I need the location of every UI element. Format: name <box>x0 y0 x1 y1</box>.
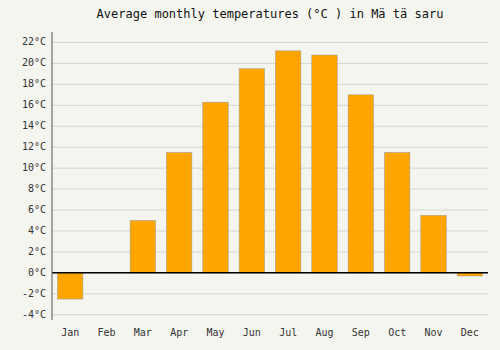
grid-line <box>52 126 488 127</box>
bar <box>421 215 446 273</box>
grid-line <box>52 293 488 294</box>
y-tick-label: 16°C <box>22 99 46 110</box>
bar <box>57 273 82 299</box>
x-tick-label: Sep <box>352 327 370 338</box>
grid-line <box>52 42 488 43</box>
chart-container: -4°C -2°C 0°C 2°C 4°C 6°C 8°C 10°C 12°C 14°C 16°C 1… <box>0 0 500 350</box>
grid <box>52 42 488 314</box>
title: Average monthly temperatures (°C ) in Mä… <box>97 7 444 21</box>
y-axis-line <box>52 32 53 320</box>
y-tick-label: 2°C <box>28 246 46 257</box>
x-tick-label: Mar <box>134 327 152 338</box>
y-axis-ticks: -4°C -2°C 0°C 2°C 4°C 6°C 8°C 10°C 12°C 14°C 16°C 1… <box>22 36 46 319</box>
bar <box>348 95 373 273</box>
bar <box>130 221 155 273</box>
y-tick-label: 0°C <box>28 267 46 278</box>
x-tick-label: Feb <box>97 327 115 338</box>
grid-line <box>52 84 488 85</box>
bar <box>312 55 337 273</box>
y-tick-label: 18°C <box>22 78 46 89</box>
grid-line <box>52 189 488 190</box>
background <box>0 0 500 350</box>
x-tick-label: May <box>206 327 224 338</box>
y-tick-label: -2°C <box>22 288 46 299</box>
x-tick-label: Jan <box>61 327 79 338</box>
grid-line <box>52 147 488 148</box>
x-tick-label: Nov <box>424 327 442 338</box>
bar <box>239 69 264 273</box>
x-tick-label: Dec <box>461 327 479 338</box>
y-tick-label: 8°C <box>28 183 46 194</box>
y-tick-label: 20°C <box>22 57 46 68</box>
y-tick-label: 10°C <box>22 162 46 173</box>
bar <box>384 152 409 272</box>
bar <box>275 51 300 273</box>
x-tick-label: Apr <box>170 327 188 338</box>
x-tick-label: Jul <box>279 327 297 338</box>
y-tick-label: -4°C <box>22 309 46 320</box>
grid-line <box>52 210 488 211</box>
y-tick-label: 12°C <box>22 141 46 152</box>
x-axis-ticks: Jan Feb Mar Apr May Jun Jul Aug Sep Oct Nov Dec <box>61 327 479 338</box>
y-tick-label: 22°C <box>22 36 46 47</box>
grid-line <box>52 168 488 169</box>
zero-line <box>52 272 488 274</box>
y-tick-label: 14°C <box>22 120 46 131</box>
grid-line <box>52 272 488 273</box>
y-tick-label: 6°C <box>28 204 46 215</box>
y-tick-label: 4°C <box>28 225 46 236</box>
grid-line <box>52 105 488 106</box>
x-tick-label: Aug <box>315 327 333 338</box>
x-tick-label: Oct <box>388 327 406 338</box>
bars <box>57 51 482 299</box>
grid-line <box>52 314 488 315</box>
bar <box>166 152 191 272</box>
chart: -4°C -2°C 0°C 2°C 4°C 6°C 8°C 10°C 12°C 14°C 16°C 1… <box>0 0 500 350</box>
bar <box>203 102 228 273</box>
grid-line <box>52 63 488 64</box>
x-tick-label: Jun <box>243 327 261 338</box>
